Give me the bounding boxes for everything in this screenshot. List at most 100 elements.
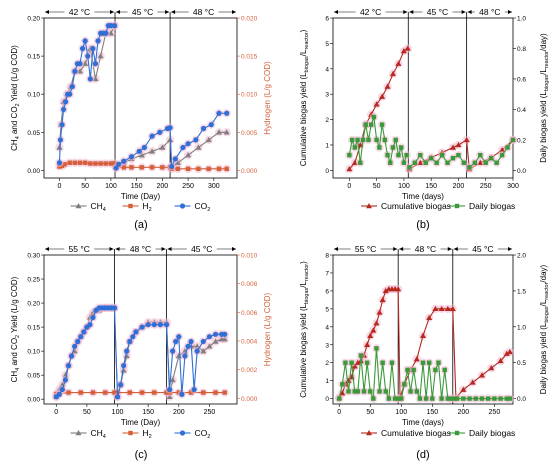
y-tick-label: 8 <box>325 253 329 260</box>
data-point <box>454 396 460 401</box>
y-tick-label: 0.15 <box>27 325 40 332</box>
phase-label-bg <box>467 243 498 254</box>
series-daily <box>345 112 518 172</box>
data-point <box>139 324 145 330</box>
data-point <box>224 166 229 172</box>
data-point <box>395 286 402 292</box>
data-point <box>388 160 393 165</box>
data-point <box>433 367 438 373</box>
data-point <box>428 155 434 161</box>
data-point <box>176 334 182 340</box>
data-point <box>506 348 513 355</box>
data-point <box>69 83 75 90</box>
phase-arrowhead-left <box>115 247 120 251</box>
data-point <box>72 160 78 165</box>
phase-2: 48 °C <box>171 6 236 17</box>
data-point <box>351 363 358 369</box>
chart-a: 42 °C 45 °C 48 °C 0 50 100 150 200 250 300 0.00 0.0… <box>10 6 272 231</box>
data-point <box>208 122 214 128</box>
data-point <box>383 389 388 394</box>
data-point <box>152 390 157 395</box>
data-point <box>174 159 181 165</box>
data-point <box>77 160 83 165</box>
y-right-tick-label: 1.5 <box>517 288 526 295</box>
data-point <box>405 367 410 373</box>
y-tick-label: 0.15 <box>27 54 40 61</box>
y-right-tick-label: 0.6 <box>517 76 526 83</box>
data-point <box>358 160 363 165</box>
data-point <box>80 45 86 52</box>
data-point <box>494 160 499 165</box>
data-point <box>450 155 456 161</box>
legend-marker <box>179 430 186 436</box>
data-point <box>159 144 166 150</box>
data-point <box>349 137 355 143</box>
data-point <box>439 396 444 401</box>
data-point <box>180 144 186 151</box>
data-point <box>206 343 213 349</box>
phase-label: 55 °C <box>69 244 90 254</box>
legend-label: Daily biogas <box>469 201 515 211</box>
data-point <box>103 161 108 166</box>
x-tick-label: 100 <box>395 409 407 416</box>
y-right-tick-label: 0.020 <box>241 16 258 23</box>
y-axis-label: Cumulative biogas yield (Lbiogas​/Lreact… <box>299 29 310 166</box>
y-right-tick-label: 0.008 <box>241 281 258 288</box>
legend-marker <box>366 203 372 209</box>
y-tick-label: 4 <box>325 324 329 331</box>
y-right-tick-label: 0.010 <box>241 253 258 260</box>
phase-label: 45 °C <box>472 244 493 254</box>
data-point <box>185 166 191 172</box>
y-tick-label: 6 <box>325 288 329 295</box>
data-point <box>478 372 485 378</box>
data-point <box>163 322 170 328</box>
data-point <box>395 396 401 401</box>
y-right-tick-label: 0.4 <box>517 107 526 114</box>
data-point <box>401 160 407 165</box>
x-tick-label: 200 <box>173 409 185 416</box>
data-point <box>467 165 472 170</box>
x-axis-label: Time (days) <box>402 418 444 427</box>
data-point <box>499 152 505 158</box>
x-tick-label: 250 <box>480 183 492 190</box>
data-point <box>386 396 392 401</box>
data-point <box>389 360 395 365</box>
series-h2 <box>55 158 231 174</box>
data-point <box>436 360 441 365</box>
data-point <box>103 390 108 395</box>
data-point <box>114 394 121 400</box>
data-point <box>374 346 379 351</box>
x-tick-label: 200 <box>458 409 470 416</box>
data-point <box>169 163 175 170</box>
data-point <box>432 305 439 312</box>
legend: Cumulative biogas Daily biogas <box>361 201 515 211</box>
series-co2 <box>55 21 231 173</box>
phase-label-bg <box>355 6 386 17</box>
data-point <box>346 389 351 394</box>
data-point <box>355 389 361 394</box>
data-point <box>224 110 230 116</box>
y-tick-label: 5 <box>325 41 329 48</box>
y-tick-label: 0 <box>325 168 329 175</box>
data-point <box>56 391 62 397</box>
data-point <box>136 148 142 154</box>
x-tick-label: 0 <box>347 183 351 190</box>
data-point <box>339 390 346 396</box>
data-point <box>212 331 219 337</box>
chart-d: 55 °C 48 °C 45 °C 0 50 100 150 200 250 0 1 2 3 4 5 6 7 8 0… <box>299 243 550 461</box>
phase-arrowhead-left <box>399 247 404 251</box>
series-h2 <box>52 388 229 399</box>
data-point <box>62 162 67 167</box>
y-tick-label: 6 <box>325 16 329 23</box>
data-point <box>188 390 194 395</box>
data-point <box>385 152 390 158</box>
data-point <box>191 386 197 393</box>
phase-arrowhead-right <box>508 10 512 14</box>
data-point <box>505 145 510 150</box>
data-point <box>488 155 494 161</box>
legend: CH4​ H2​ CO2​ <box>70 428 210 440</box>
data-point <box>392 396 398 401</box>
phase-label-bg <box>64 6 95 17</box>
panel-label: (a) <box>134 219 147 231</box>
data-point <box>455 141 462 148</box>
